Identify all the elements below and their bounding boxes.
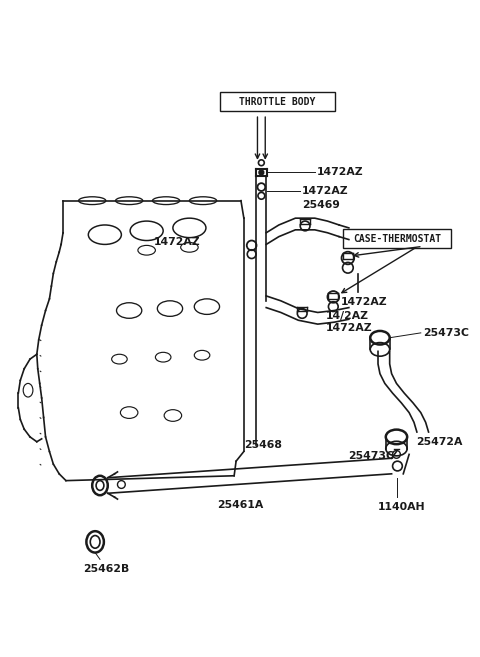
Text: 25468: 25468 — [244, 440, 282, 449]
Text: 1472AZ: 1472AZ — [154, 237, 200, 248]
Text: 14/2AZ: 14/2AZ — [325, 311, 369, 321]
Text: 25461A: 25461A — [216, 500, 263, 510]
Text: 25473C: 25473C — [423, 328, 469, 338]
Text: 25469: 25469 — [302, 200, 340, 210]
Text: 1472AZ: 1472AZ — [302, 186, 349, 196]
Text: THROTTLE BODY: THROTTLE BODY — [239, 97, 315, 106]
Text: 1472AZ: 1472AZ — [325, 323, 372, 333]
Text: 1472AZ: 1472AZ — [341, 297, 388, 307]
Text: 1140AH: 1140AH — [378, 502, 426, 512]
Text: 25473C: 25473C — [348, 451, 394, 461]
Circle shape — [259, 170, 264, 175]
Text: 25462B: 25462B — [84, 564, 130, 574]
Text: 1472AZ: 1472AZ — [317, 168, 363, 177]
Text: CASE-THERMOSTAT: CASE-THERMOSTAT — [353, 234, 442, 244]
Text: 25472A: 25472A — [416, 437, 462, 447]
